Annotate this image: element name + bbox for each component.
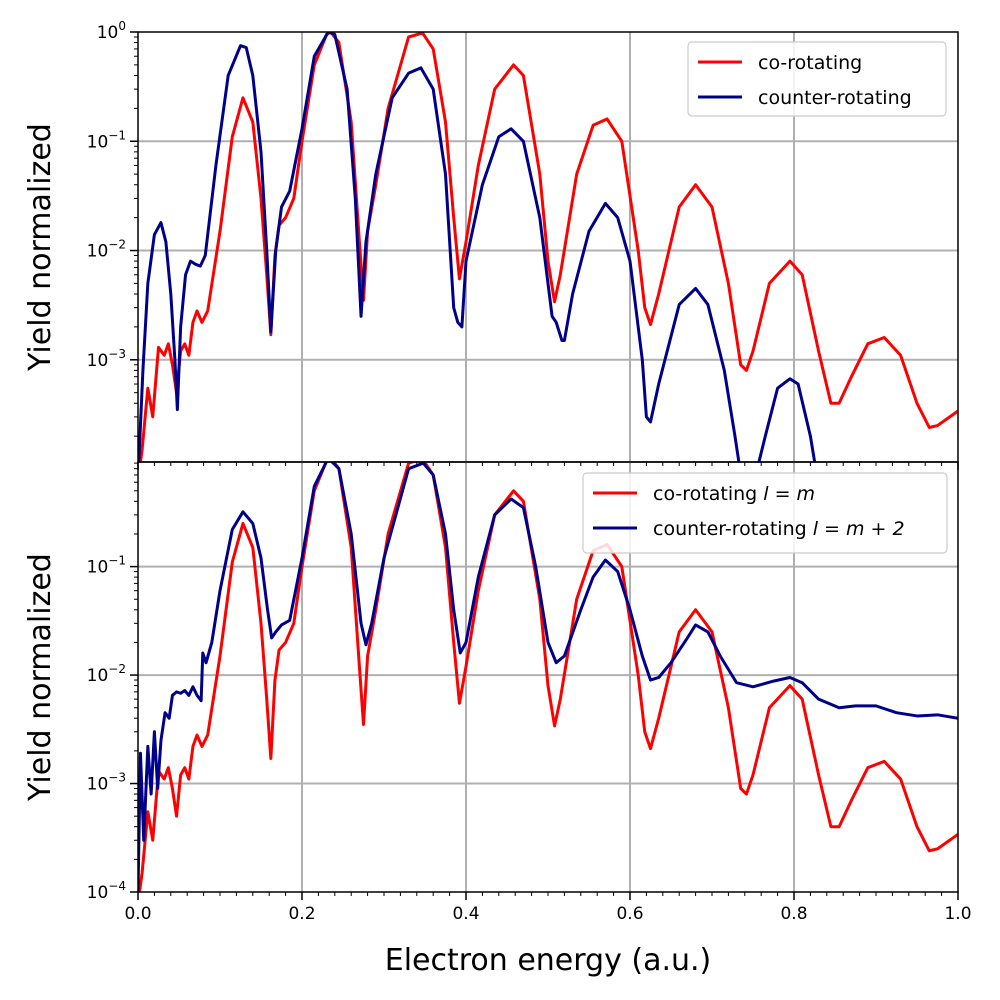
series-line-counter-rotating	[138, 462, 958, 892]
panel-bottom: 0.0 0.2 0.4 0.6 0.8 1.0 10−4 10−3 10−2 10−1 Yield …	[23, 461, 972, 978]
legend-label: counter-rotating l = m + 2	[653, 518, 905, 540]
legend-label: co-rotating	[758, 52, 862, 74]
y-tick-label: 100	[97, 19, 126, 43]
y-tick-label: 10−2	[87, 238, 126, 262]
y-tick-label: 10−2	[87, 662, 126, 686]
x-tick-label: 0.0	[124, 904, 151, 924]
legend-label: counter-rotating	[758, 87, 912, 109]
legend-box	[582, 472, 948, 554]
x-tick-label: 0.6	[616, 904, 643, 924]
legend-label: co-rotating l = m	[653, 483, 815, 505]
y-axis-label: Yield normalized	[23, 123, 58, 372]
x-tick-label: 0.2	[288, 904, 315, 924]
y-tick-label: 10−4	[87, 879, 126, 903]
y-tick-label: 10−1	[87, 128, 126, 152]
x-axis-label: Electron energy (a.u.)	[385, 943, 712, 978]
legend: co-rotating counter-rotating	[687, 41, 947, 117]
x-tick-label: 0.4	[452, 904, 479, 924]
y-tick-label: 10−3	[87, 771, 126, 795]
y-tick-label: 10−1	[87, 554, 126, 578]
y-axis-label: Yield normalized	[23, 553, 58, 802]
x-tick-label: 0.8	[780, 904, 807, 924]
panel-top: 10−3 10−2 10−1 100 Yield normalized co-rotati…	[23, 19, 959, 470]
series-line-counter-rotating	[138, 32, 817, 462]
legend: co-rotating l = m counter-rotating l = m …	[582, 472, 948, 554]
y-tick-label: 10−3	[87, 347, 126, 371]
legend-box	[687, 41, 947, 117]
x-tick-label: 1.0	[944, 904, 971, 924]
series-line-co-rotating	[138, 32, 958, 462]
